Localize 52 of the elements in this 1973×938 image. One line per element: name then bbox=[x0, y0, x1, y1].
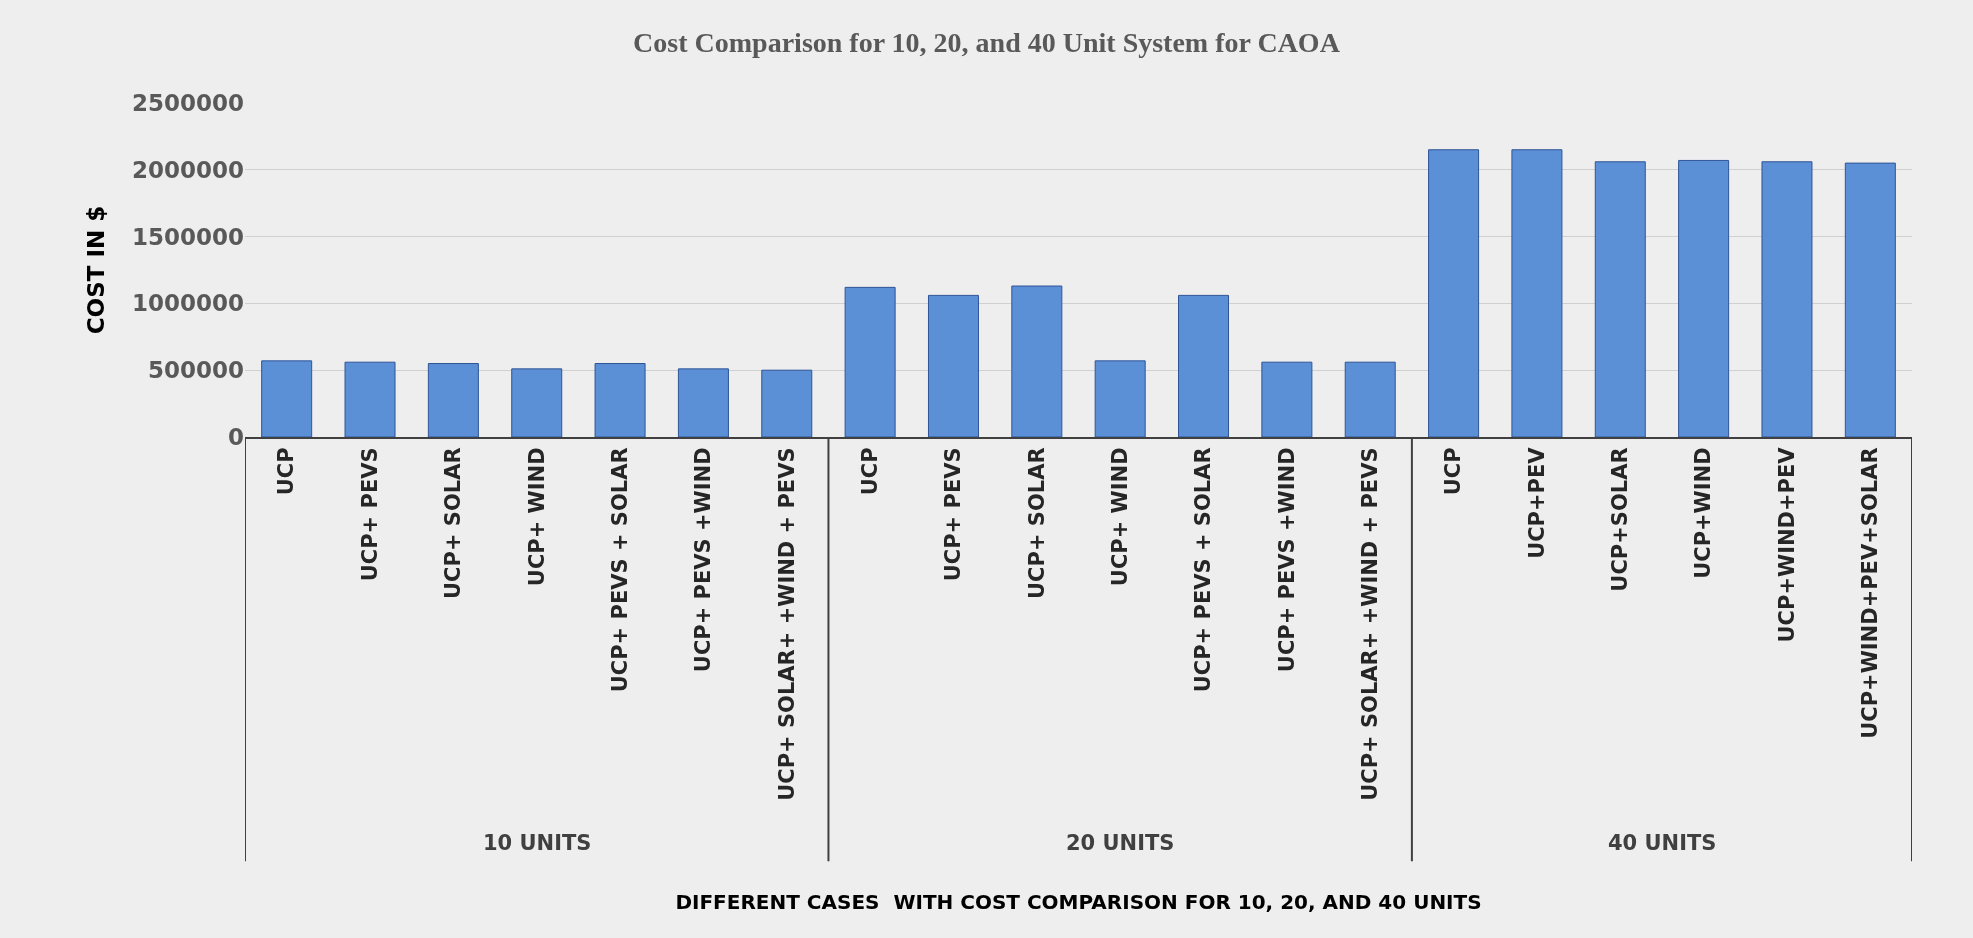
x-tick-label: UCP bbox=[1441, 447, 1466, 496]
x-tick-label: UCP bbox=[274, 447, 299, 496]
x-tick-label: UCP+ SOLAR bbox=[1024, 447, 1049, 599]
y-tick-label: 2000000 bbox=[131, 156, 244, 183]
bar bbox=[427, 363, 479, 437]
bar bbox=[1844, 162, 1896, 437]
x-tick-label: UCP+ PEVS + SOLAR bbox=[607, 447, 632, 693]
bar bbox=[344, 361, 396, 437]
x-tick-label: UCP+PEV bbox=[1524, 446, 1549, 559]
bar bbox=[261, 360, 313, 437]
bar bbox=[1428, 149, 1480, 437]
x-axis-title: DIFFERENT CASES WITH COST COMPARISON FOR 10, 20, AND 40 UNITS bbox=[675, 889, 1482, 914]
bar bbox=[1594, 161, 1646, 437]
x-tick-label: UCP+ PEVS + SOLAR bbox=[1191, 447, 1216, 693]
bar bbox=[677, 368, 729, 437]
y-tick-label: 1500000 bbox=[131, 223, 244, 250]
bar bbox=[927, 294, 979, 437]
x-tick-label: UCP+WIND+PEV+SOLAR bbox=[1858, 447, 1883, 739]
text: 20 UNITS bbox=[1066, 831, 1175, 855]
x-tick-label: UCP+ SOLAR bbox=[441, 447, 466, 599]
text: 10 UNITS bbox=[483, 831, 592, 855]
x-tick-label: UCP+WIND+PEV bbox=[1774, 446, 1799, 643]
bar bbox=[1094, 360, 1146, 437]
bar bbox=[1011, 285, 1063, 437]
x-tick-label: UCP+ WIND bbox=[1108, 447, 1133, 587]
y-tick-label: 500000 bbox=[147, 357, 244, 384]
x-tick-label: UCP+SOLAR bbox=[1608, 447, 1633, 592]
x-tick-label: UCP+WIND bbox=[1691, 447, 1716, 579]
bar bbox=[1178, 294, 1230, 437]
bar bbox=[511, 368, 563, 437]
x-tick-label: UCP+ PEVS bbox=[941, 447, 966, 582]
x-tick-label: UCP+ WIND bbox=[524, 447, 549, 587]
bar bbox=[761, 369, 813, 437]
x-tick-label: UCP bbox=[857, 447, 882, 496]
bar bbox=[1761, 161, 1813, 437]
chart-title: Cost Comparison for 10, 20, and 40 Unit System for CAOA bbox=[633, 27, 1341, 59]
bar bbox=[1511, 149, 1563, 437]
y-axis-title: COST IN $ bbox=[83, 205, 110, 335]
x-tick-label: UCP+ PEVS +WIND bbox=[691, 447, 716, 673]
x-tick-label: UCP+ PEVS +WIND bbox=[1274, 447, 1299, 673]
bar bbox=[844, 286, 896, 437]
y-tick-label: 2500000 bbox=[131, 90, 244, 117]
x-tick-label: UCP+ PEVS bbox=[357, 447, 382, 582]
bar bbox=[1344, 361, 1396, 437]
bar bbox=[1678, 159, 1730, 437]
x-tick-label: UCP+ SOLAR+ +WIND + PEVS bbox=[774, 447, 799, 801]
bar bbox=[1261, 361, 1313, 437]
bar bbox=[594, 363, 646, 437]
y-tick-label: 1000000 bbox=[131, 290, 244, 317]
text: 40 UNITS bbox=[1608, 831, 1717, 855]
y-tick-label: 0 bbox=[227, 424, 244, 451]
x-tick-label: UCP+ SOLAR+ +WIND + PEVS bbox=[1358, 447, 1383, 801]
